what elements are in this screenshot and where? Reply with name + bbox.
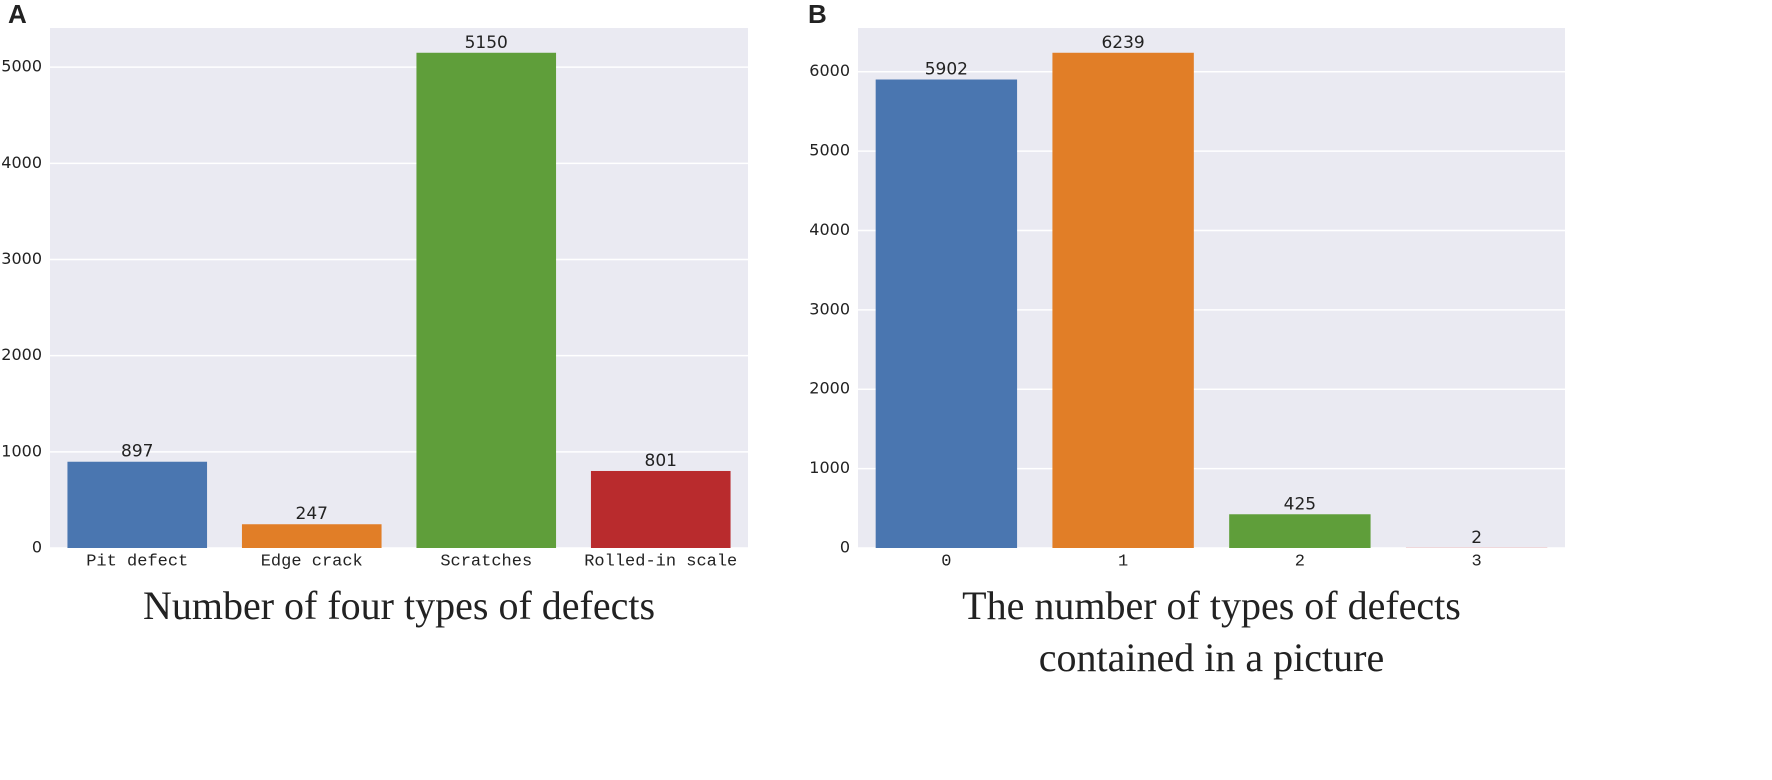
panel-label: B xyxy=(808,0,827,29)
y-tick-label: 6000 xyxy=(809,61,850,80)
bar xyxy=(67,461,208,548)
y-tick-label: 2000 xyxy=(809,379,850,398)
x-tick-label: 0 xyxy=(941,552,951,571)
bar xyxy=(875,79,1018,549)
x-tick-label: 3 xyxy=(1472,552,1482,571)
bar xyxy=(590,470,731,548)
value-label: 897 xyxy=(121,442,153,462)
bar xyxy=(241,524,382,548)
y-tick-label: 5000 xyxy=(809,141,850,160)
x-tick-label: Scratches xyxy=(440,552,532,571)
value-label: 801 xyxy=(645,451,677,471)
plot-background xyxy=(50,28,748,548)
x-tick-label: Edge crack xyxy=(261,552,363,571)
x-tick-label: Rolled-in scale xyxy=(584,552,737,571)
y-tick-label: 1000 xyxy=(809,458,850,477)
bar xyxy=(1229,514,1371,548)
caption: contained in a picture xyxy=(1039,635,1384,680)
y-tick-label: 5000 xyxy=(1,57,42,76)
panel-label: A xyxy=(8,0,27,29)
x-tick-label: 2 xyxy=(1295,552,1305,571)
value-label: 247 xyxy=(296,504,328,524)
value-label: 5150 xyxy=(465,33,508,53)
y-tick-label: 3000 xyxy=(809,299,850,318)
caption: Number of four types of defects xyxy=(143,583,655,628)
value-label: 2 xyxy=(1471,528,1482,548)
bar xyxy=(416,52,557,549)
x-tick-label: 1 xyxy=(1118,552,1128,571)
value-label: 6239 xyxy=(1101,33,1144,53)
value-label: 425 xyxy=(1284,494,1316,514)
y-tick-label: 4000 xyxy=(1,153,42,172)
y-tick-label: 4000 xyxy=(809,220,850,239)
x-tick-label: Pit defect xyxy=(86,552,188,571)
y-tick-label: 2000 xyxy=(1,345,42,364)
y-tick-label: 0 xyxy=(840,538,850,557)
value-label: 5902 xyxy=(925,60,968,80)
y-tick-label: 0 xyxy=(32,538,42,557)
y-tick-label: 3000 xyxy=(1,249,42,268)
y-tick-label: 1000 xyxy=(1,441,42,460)
caption: The number of types of defects xyxy=(962,583,1461,628)
bar xyxy=(1052,52,1194,549)
